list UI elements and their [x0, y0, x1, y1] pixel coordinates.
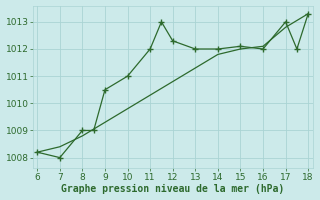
X-axis label: Graphe pression niveau de la mer (hPa): Graphe pression niveau de la mer (hPa) — [61, 184, 284, 194]
